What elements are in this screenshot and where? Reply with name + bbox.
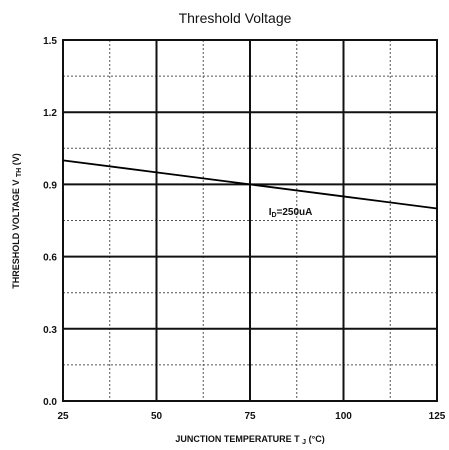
y-axis-label-main: THRESHOLD VOLTAGE V	[11, 180, 21, 289]
x-tick-label: 50	[151, 411, 163, 422]
x-axis-label-main: JUNCTION TEMPERATURE T	[175, 434, 300, 444]
x-tick-label: 75	[244, 411, 256, 422]
x-axis-label-sub: J	[302, 439, 306, 446]
x-axis-label: JUNCTION TEMPERATURE T J (°C)	[175, 434, 324, 446]
x-axis-label-unit: (°C)	[309, 434, 325, 444]
y-axis-label-sub: TH	[16, 168, 23, 177]
x-tick-label: 25	[57, 411, 69, 422]
plot-area: 25 50 75 100 125 0.0 0.3 0.6 0.9 1.2 1.5 ID=250uA	[43, 36, 446, 422]
plot-frame	[62, 39, 438, 402]
chart-title: Threshold Voltage	[179, 10, 292, 26]
y-tick-label: 0.6	[43, 253, 57, 264]
y-axis-label-unit: (V)	[11, 153, 21, 165]
annotation-main: I	[269, 207, 272, 218]
x-tick-label: 100	[335, 411, 352, 422]
y-tick-label: 0.9	[43, 180, 57, 191]
y-tick-label: 0.3	[43, 325, 57, 336]
curve-annotation: ID=250uA	[269, 207, 313, 219]
threshold-voltage-line	[62, 159, 438, 210]
y-tick-label: 1.2	[43, 108, 57, 119]
x-tick-label: 125	[429, 411, 446, 422]
y-tick-label: 1.5	[43, 36, 57, 47]
annotation-rest: =250uA	[277, 207, 313, 218]
y-axis-label: THRESHOLD VOLTAGE V TH (V)	[11, 153, 23, 289]
y-tick-label: 0.0	[43, 397, 57, 408]
annotation-subscript: D	[271, 212, 276, 219]
